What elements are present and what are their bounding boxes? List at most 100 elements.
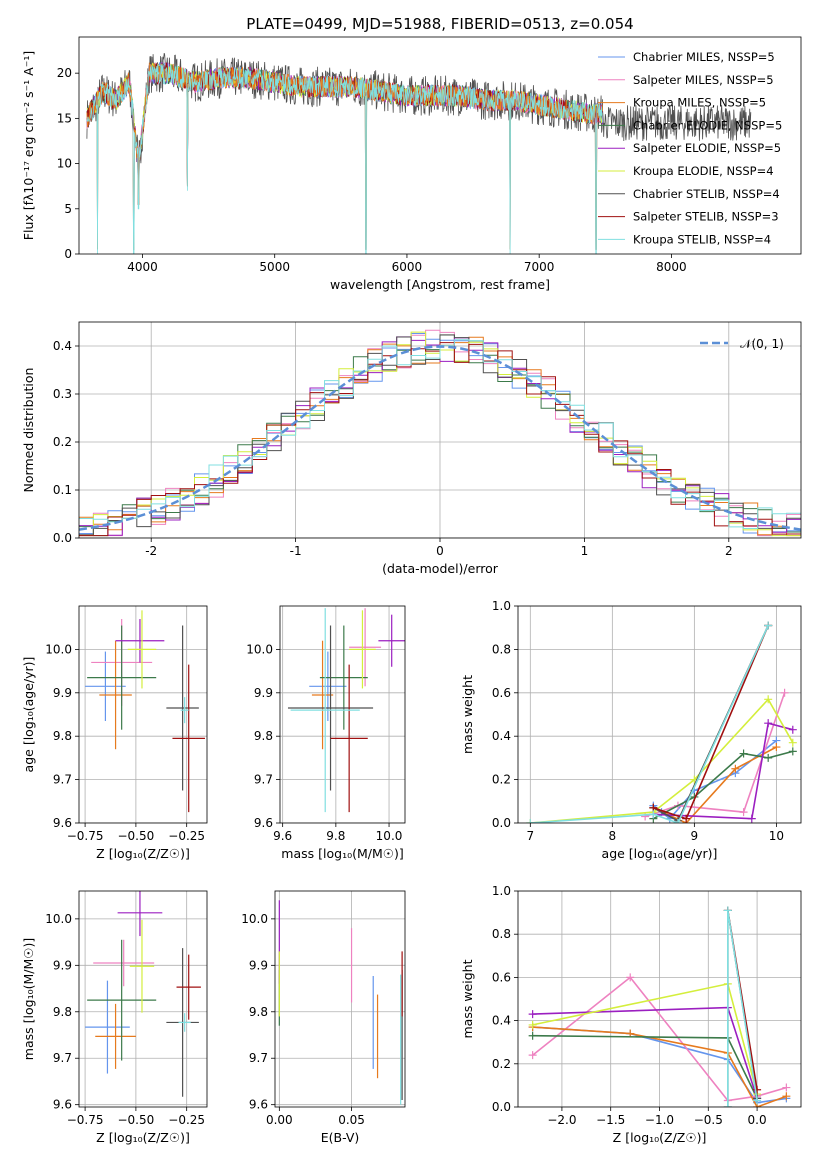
axes-frame [517, 890, 802, 1108]
y-tick-label: 10 [57, 157, 72, 171]
axes-frame [279, 605, 406, 824]
y-tick-label: 9.7 [53, 1051, 72, 1065]
legend-label: Chabrier ELODIE, NSSP=5 [633, 118, 782, 132]
histogram-step [79, 339, 801, 529]
x-tick-label: 9.6 [273, 829, 292, 843]
weight-line [653, 722, 794, 820]
y-tick-label: 0.0 [492, 1100, 511, 1114]
y-axis-label: mass [log₁₀(M/M☉)] [21, 938, 36, 1060]
y-tick-label: 0.2 [492, 1057, 511, 1071]
x-tick-label: −0.50 [117, 1113, 154, 1127]
weight-marker [764, 621, 773, 630]
y-tick-label: 0.6 [492, 686, 511, 700]
x-tick-label: 8000 [656, 260, 687, 274]
axes-frame [78, 321, 802, 539]
panel-1: -2 -1 0 1 2 0.0 0.1 0.2 0.3 0.4 𝒩(0, 1) (data-model… [21, 321, 802, 576]
y-tick-label: 10.0 [45, 912, 72, 926]
x-tick-label: −0.50 [117, 829, 154, 843]
plot-area [86, 52, 752, 254]
y-axis-label: Normed distribution [21, 368, 36, 493]
y-axis-label: mass weight [460, 959, 475, 1038]
weight-marker [772, 743, 781, 752]
plot-area [79, 606, 207, 823]
y-tick-label: 0.0 [492, 816, 511, 830]
weight-line [532, 1034, 758, 1099]
x-tick-label: −2.0 [547, 1113, 576, 1127]
x-tick-label: 6000 [392, 260, 423, 274]
y-tick-label: 0.4 [492, 729, 511, 743]
panel-6: 0.00 0.05 9.6 9.7 9.8 9.9 10.0 E(B-V) [241, 890, 406, 1145]
x-tick-label: 10 [769, 829, 784, 843]
weight-marker [528, 1051, 537, 1060]
x-tick-label: −0.75 [67, 829, 104, 843]
x-axis-label: age [log₁₀(age/yr)] [602, 846, 718, 861]
weight-marker [673, 819, 682, 823]
x-tick-label: 0.00 [266, 1113, 293, 1127]
x-axis-label: Z [log₁₀(Z/Z☉)] [96, 846, 190, 861]
y-tick-label: 9.9 [53, 958, 72, 972]
y-tick-label: 10.0 [45, 642, 72, 656]
y-axis-label: age [log₁₀(age/yr)] [21, 657, 36, 773]
weight-marker [723, 906, 732, 915]
weight-marker [739, 808, 748, 817]
normal-curve [79, 345, 801, 531]
y-tick-label: 9.6 [249, 1098, 268, 1112]
y-tick-label: 1.0 [492, 884, 511, 898]
legend-label: Kroupa ELODIE, NSSP=4 [633, 164, 774, 178]
y-tick-label: 9.8 [53, 729, 72, 743]
weight-marker [526, 819, 535, 823]
x-tick-label: −0.75 [67, 1113, 104, 1127]
panel-5: −0.75 −0.50 −0.25 9.6 9.7 9.8 9.9 10.0 Z [log₁₀(… [21, 890, 208, 1145]
y-tick-label: 9.7 [254, 773, 273, 787]
y-axis-label: mass weight [460, 675, 475, 754]
x-tick-label: 0.0 [748, 1113, 767, 1127]
x-tick-label: -1 [290, 544, 302, 558]
y-tick-label: 9.9 [249, 958, 268, 972]
panel-0: 4000 5000 6000 7000 8000 0 5 10 15 20 Chabrier MIL… [21, 36, 802, 292]
x-tick-label: 10.0 [376, 829, 403, 843]
y-tick-label: 9.9 [53, 686, 72, 700]
y-tick-label: 10.0 [241, 912, 268, 926]
y-tick-label: 0.8 [492, 642, 511, 656]
x-tick-label: −1.5 [596, 1113, 625, 1127]
y-tick-label: 0.3 [53, 387, 72, 401]
panel-2: −0.75 −0.50 −0.25 9.6 9.7 9.8 9.9 10.0 Z [log₁₀(… [21, 605, 208, 861]
weight-marker [788, 747, 797, 756]
weight-marker [731, 764, 740, 773]
figure-title: PLATE=0499, MJD=51988, FIBERID=0513, z=0… [246, 15, 633, 33]
y-tick-label: 9.8 [53, 1005, 72, 1019]
x-axis-label: Z [log₁₀(Z/Z☉)] [613, 1130, 707, 1145]
y-tick-label: 9.8 [249, 1005, 268, 1019]
weight-marker [764, 753, 773, 762]
y-tick-label: 0.0 [53, 531, 72, 545]
weight-marker [753, 1096, 762, 1105]
x-tick-label: 5000 [259, 260, 290, 274]
x-tick-label: 7000 [524, 260, 555, 274]
y-tick-label: 0.8 [492, 927, 511, 941]
y-tick-label: 0 [64, 247, 72, 261]
spectrum-line [86, 64, 603, 254]
x-axis-label: mass [log₁₀(M/M☉)] [281, 846, 403, 861]
plot-area [280, 606, 405, 823]
x-axis-label: Z [log₁₀(Z/Z☉)] [96, 1130, 190, 1145]
axes-frame [78, 36, 802, 255]
x-tick-label: 0.05 [338, 1113, 365, 1127]
weight-marker [528, 1031, 537, 1040]
y-tick-label: 0.2 [53, 435, 72, 449]
x-tick-label: 4000 [127, 260, 158, 274]
plot-area [79, 891, 207, 1107]
x-tick-label: −1.0 [645, 1113, 674, 1127]
weight-marker [780, 688, 789, 697]
x-tick-label: 9 [691, 829, 699, 843]
x-tick-label: 1 [581, 544, 589, 558]
x-axis-label: E(B-V) [321, 1130, 360, 1145]
weight-marker [753, 1085, 762, 1094]
weight-line [530, 697, 794, 823]
y-tick-label: 20 [57, 66, 72, 80]
panel-4: 7 8 9 10 0.0 0.2 0.4 0.6 0.8 1.0 age [log₁₀(age/yr… [460, 599, 802, 861]
x-axis-label: (data-model)/error [382, 561, 499, 576]
weight-marker [626, 973, 635, 982]
plot-area [275, 891, 405, 1107]
weight-marker [747, 814, 756, 823]
